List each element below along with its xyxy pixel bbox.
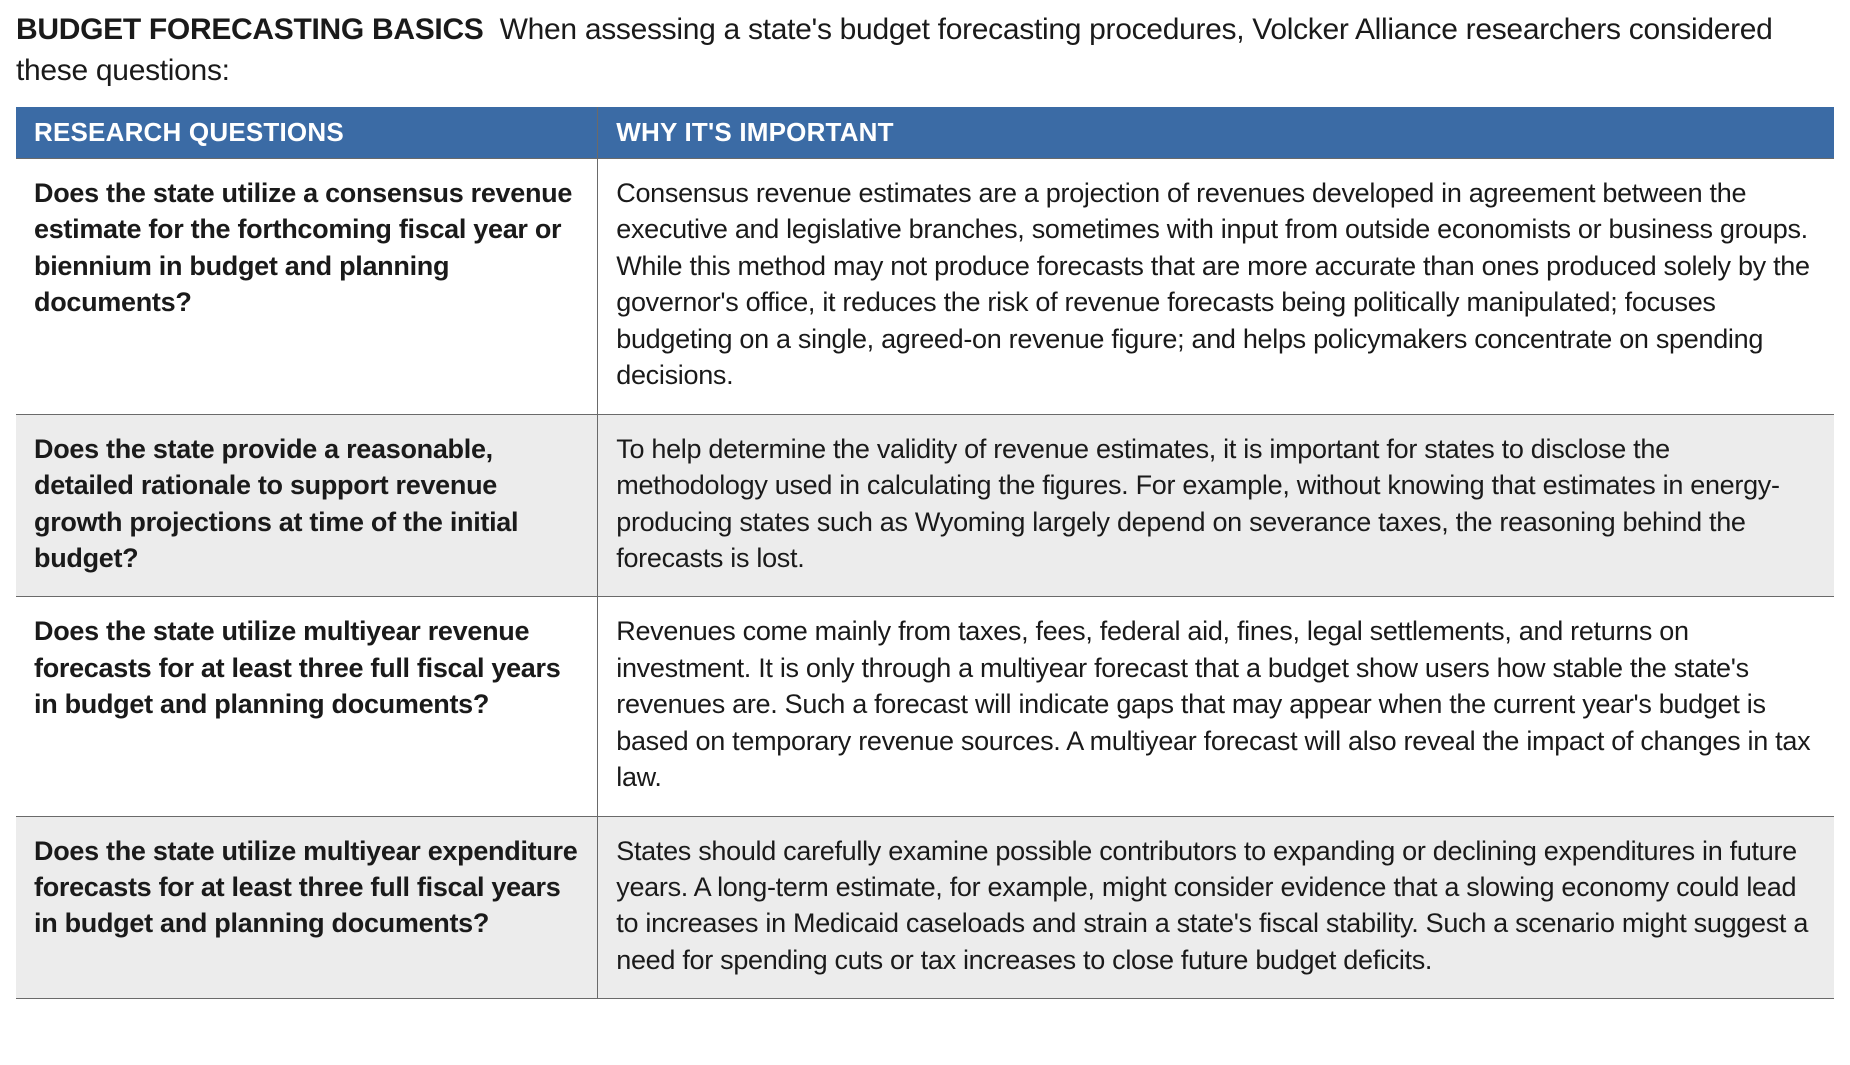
cell-answer: States should carefully examine possible… <box>598 816 1834 999</box>
intro-lead: BUDGET FORECASTING BASICS <box>16 13 484 46</box>
table-row: Does the state utilize multiyear expendi… <box>16 816 1834 999</box>
table-header-row: RESEARCH QUESTIONS WHY IT'S IMPORTANT <box>16 107 1834 159</box>
intro-paragraph: BUDGET FORECASTING BASICS When assessing… <box>16 10 1834 91</box>
cell-answer: To help determine the validity of revenu… <box>598 414 1834 597</box>
table-row: Does the state provide a reasonable, det… <box>16 414 1834 597</box>
cell-question: Does the state utilize a consensus reven… <box>16 159 598 415</box>
cell-question: Does the state utilize multiyear expendi… <box>16 816 598 999</box>
cell-question: Does the state utilize multiyear revenue… <box>16 597 598 816</box>
table-row: Does the state utilize multiyear revenue… <box>16 597 1834 816</box>
cell-answer: Consensus revenue estimates are a projec… <box>598 159 1834 415</box>
forecasting-table: RESEARCH QUESTIONS WHY IT'S IMPORTANT Do… <box>16 107 1834 999</box>
table-row: Does the state utilize a consensus reven… <box>16 159 1834 415</box>
cell-answer: Revenues come mainly from taxes, fees, f… <box>598 597 1834 816</box>
cell-question: Does the state provide a reasonable, det… <box>16 414 598 597</box>
col-header-questions: RESEARCH QUESTIONS <box>16 107 598 159</box>
col-header-important: WHY IT'S IMPORTANT <box>598 107 1834 159</box>
